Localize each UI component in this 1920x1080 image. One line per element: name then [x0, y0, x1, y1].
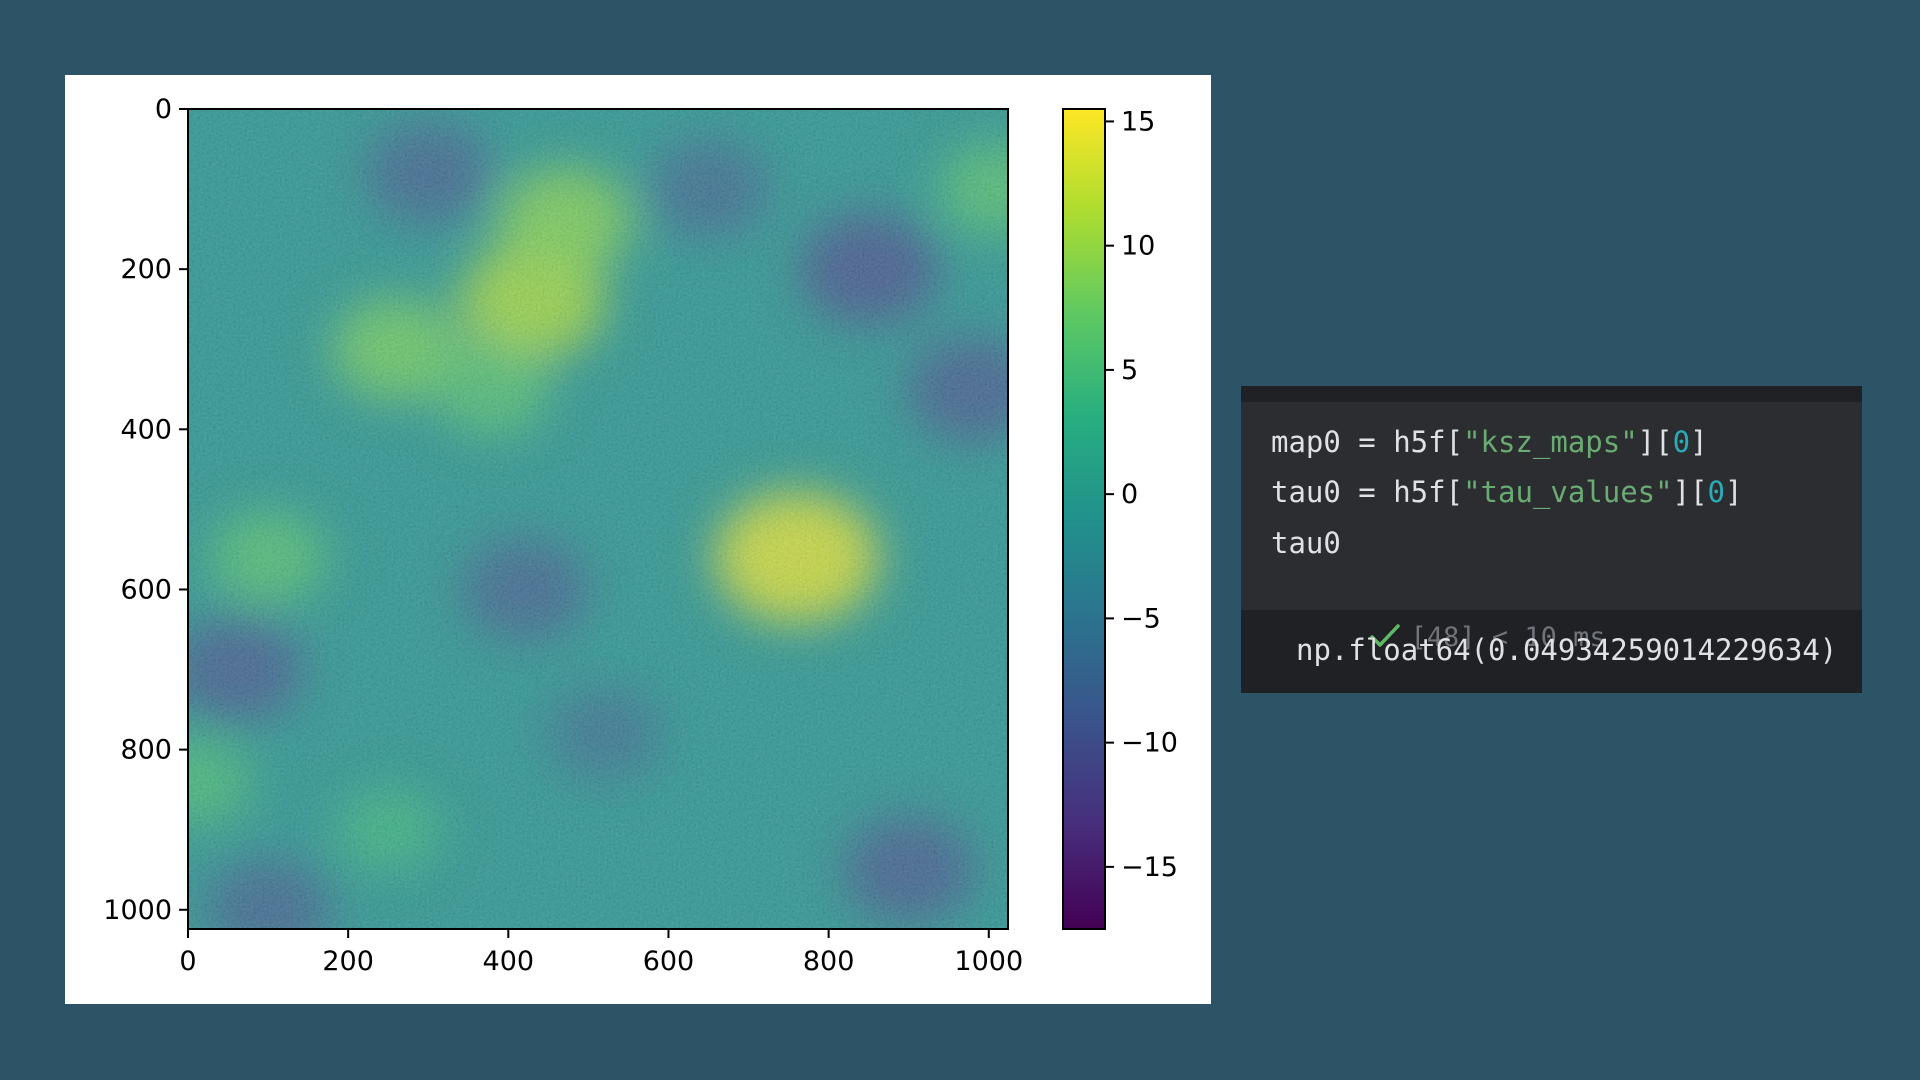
x-tick-label-3: 600	[643, 946, 695, 977]
y-tick-label-5: 1000	[103, 895, 172, 926]
heatmap-noise	[188, 109, 1008, 929]
colorbar	[1062, 108, 1106, 930]
y-tick-label-4: 800	[120, 735, 172, 766]
notebook-cell[interactable]: map0 = h5f["ksz_maps"][0] tau0 = h5f["ta…	[1241, 386, 1862, 693]
x-tick-label-0: 0	[179, 946, 196, 977]
x-tick-label-5: 1000	[954, 946, 1023, 977]
check-icon	[1369, 623, 1400, 647]
colorbar-gradient	[1062, 108, 1106, 930]
heatmap-image	[188, 109, 1008, 929]
y-tick-label-3: 600	[120, 574, 172, 605]
colorbar-tick-label-6: −15	[1121, 852, 1178, 883]
heatmap-figure: 0 200 400 600 800 1000 0 200 400 600 800 1000 15 10…	[103, 94, 1178, 977]
colorbar-tick-label-4: −5	[1121, 603, 1161, 634]
y-tick-label-1: 200	[120, 254, 172, 285]
x-tick-label-1: 200	[322, 946, 374, 977]
cell-output: np.float64(0.04934259014229634)	[1296, 633, 1838, 667]
code-line-1[interactable]: map0 = h5f["ksz_maps"][0]	[1271, 425, 1708, 459]
execution-status: [48] < 10 ms	[1271, 578, 1606, 653]
code-line-2[interactable]: tau0 = h5f["tau_values"][0]	[1271, 475, 1743, 509]
y-tick-label-2: 400	[120, 414, 172, 445]
x-tick-label-4: 800	[803, 946, 855, 977]
heatmap-frame	[187, 108, 1009, 930]
code-line-3[interactable]: tau0	[1271, 526, 1341, 560]
execution-count-time: [48] < 10 ms	[1410, 622, 1606, 653]
colorbar-axis: 15 10 5 0 −5 −10 −15	[1105, 106, 1178, 883]
x-axis: 0 200 400 600 800 1000	[179, 929, 1023, 977]
colorbar-tick-label-5: −10	[1121, 728, 1178, 759]
colorbar-tick-label-3: 0	[1121, 479, 1138, 510]
code-editor[interactable]: map0 = h5f["ksz_maps"][0] tau0 = h5f["ta…	[1241, 402, 1862, 653]
x-tick-label-2: 400	[483, 946, 535, 977]
colorbar-tick-label-0: 15	[1121, 106, 1155, 137]
y-tick-label-0: 0	[155, 94, 172, 125]
colorbar-tick-label-2: 5	[1121, 355, 1138, 386]
plot-output: 0 200 400 600 800 1000 0 200 400 600 800 1000 15 10…	[65, 75, 1211, 1004]
y-axis: 0 200 400 600 800 1000	[103, 94, 188, 926]
colorbar-tick-label-1: 10	[1121, 231, 1155, 262]
